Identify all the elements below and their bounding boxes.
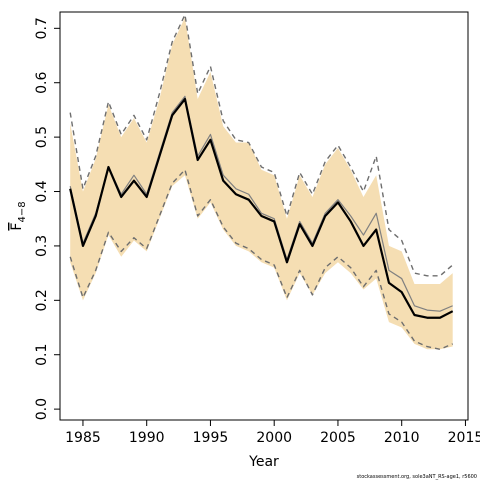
x-tick-label-1995: 1995 [193,430,229,446]
y-tick-label-0: 0.0 [34,398,50,420]
estimate-line [69,97,454,319]
source-footnote: stockassessment.org, sole3aNT_RS-age1, r… [357,474,477,480]
confidence-band-layer [70,17,453,350]
y-tick-label-5: 0.5 [34,126,50,148]
x-tick-label-1990: 1990 [129,430,165,446]
x-tick-label-2000: 2000 [256,430,292,446]
y-tick-label-4: 0.4 [34,180,50,202]
y-axis-title-subscript: 4−8 [17,201,28,222]
x-tick-label-2005: 2005 [320,430,356,446]
x-tick-label-1985: 1985 [65,430,101,446]
y-tick-label-3: 0.3 [34,235,50,257]
plot-frame [59,11,469,421]
confidence-band [70,17,453,350]
x-tick-label-2015: 2015 [448,430,480,446]
x-tick-label-2010: 2010 [384,430,420,446]
reference-line [69,95,453,312]
series-lines-layer [69,14,454,350]
x-axis: 1985 1990 1995 2000 2005 2010 2015 [65,420,480,446]
y-tick-label-6: 0.6 [34,71,50,93]
y-axis-title: F4−8 [9,201,28,230]
x-axis-title: Year [248,454,279,470]
y-axis: 0.0 0.1 0.2 0.3 0.4 0.5 0.6 0.7 [34,17,60,420]
y-axis-title-text: F4−8 [9,201,28,230]
y-tick-label-1: 0.1 [34,344,50,366]
upper-bound-line [69,14,454,277]
y-tick-label-2: 0.2 [34,289,50,311]
y-tick-label-7: 0.7 [34,17,50,39]
lower-bound-line [69,169,453,350]
y-axis-title-main: F [9,223,25,231]
